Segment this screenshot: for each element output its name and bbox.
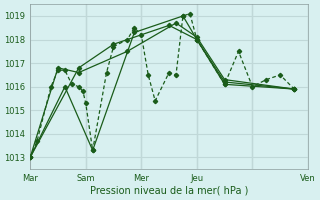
X-axis label: Pression niveau de la mer( hPa ): Pression niveau de la mer( hPa ) xyxy=(90,186,248,196)
